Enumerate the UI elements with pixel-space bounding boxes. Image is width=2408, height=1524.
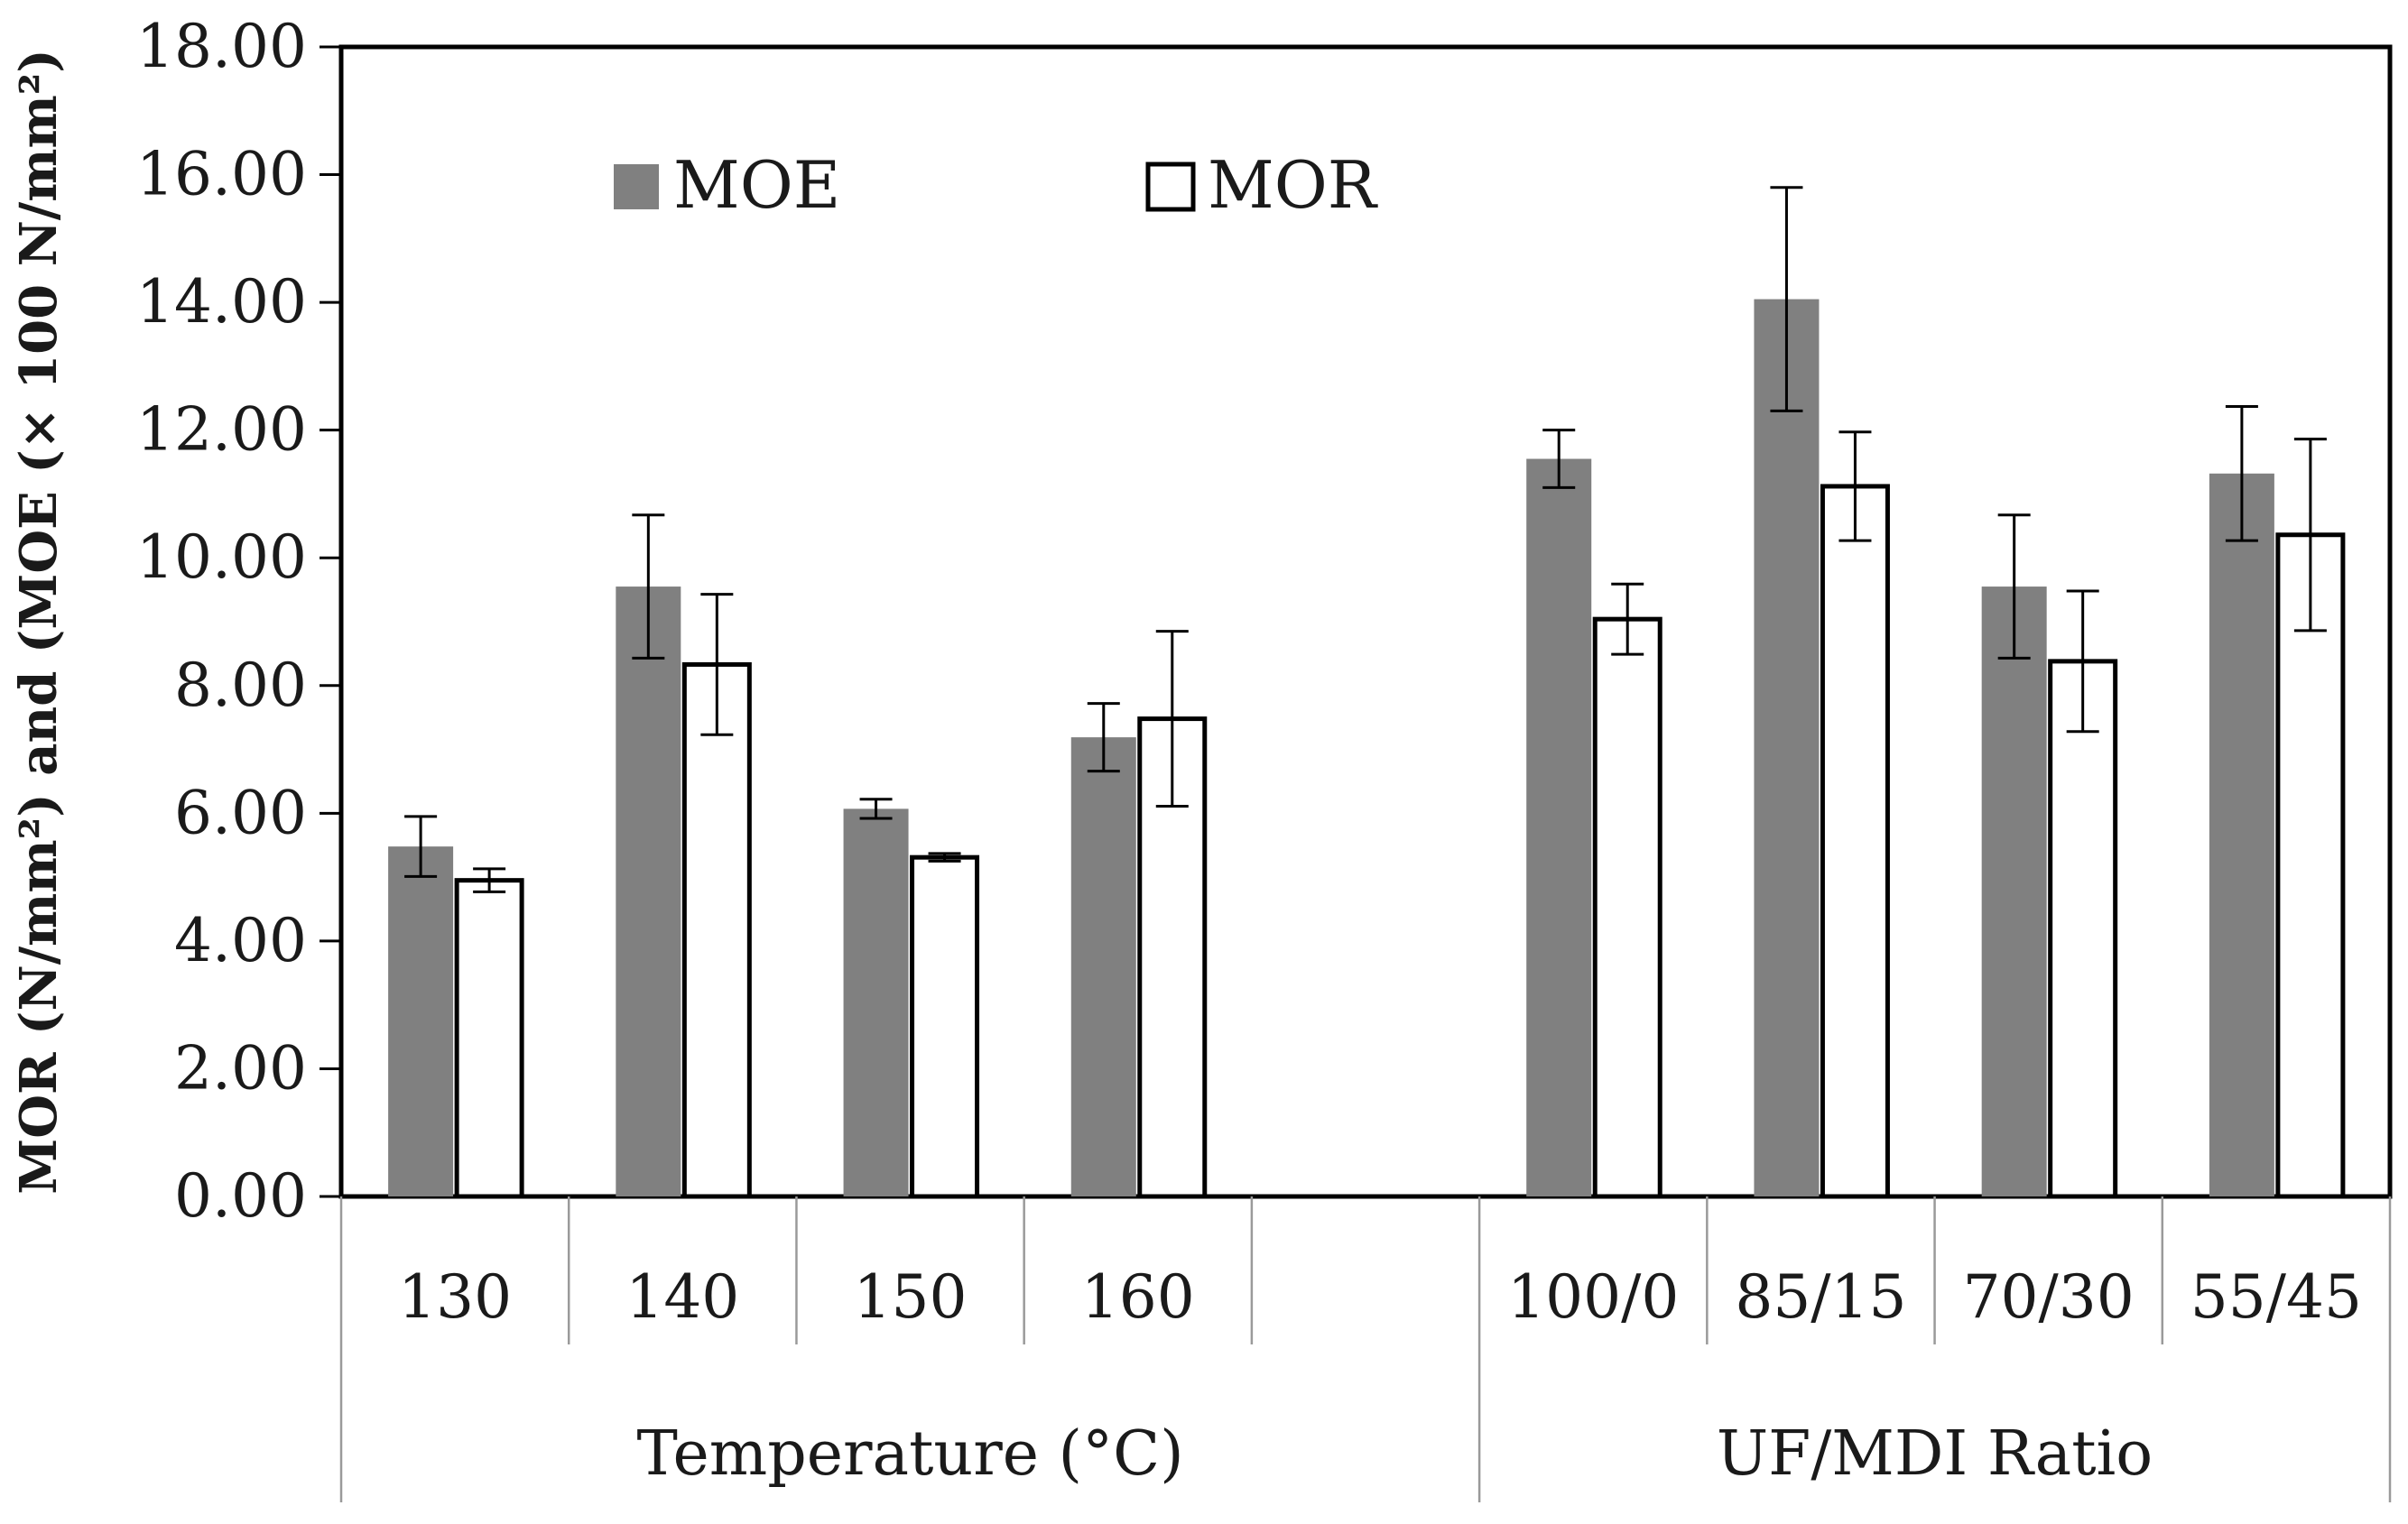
moe-bar bbox=[843, 808, 909, 1196]
group-label: Temperature (°C) bbox=[636, 1418, 1183, 1490]
y-tick-label: 18.00 bbox=[136, 12, 307, 81]
mor-bar bbox=[1592, 616, 1662, 1199]
y-tick-label: 2.00 bbox=[174, 1033, 307, 1103]
y-tick-label: 16.00 bbox=[136, 140, 307, 209]
moe-bar bbox=[1981, 587, 2047, 1196]
mor-bar bbox=[2275, 532, 2346, 1199]
y-tick-label: 8.00 bbox=[174, 651, 307, 720]
moe-bar bbox=[1526, 458, 1592, 1196]
mor-bar bbox=[454, 878, 524, 1199]
legend-label: MOE bbox=[673, 147, 840, 223]
moe-bar bbox=[388, 846, 454, 1196]
mor-bar bbox=[681, 661, 752, 1199]
legend-label: MOR bbox=[1208, 147, 1378, 223]
category-label: 70/30 bbox=[1963, 1262, 2135, 1332]
mor-legend-swatch bbox=[1145, 162, 1196, 212]
category-label: 55/45 bbox=[2190, 1262, 2362, 1332]
moe-bar bbox=[2209, 473, 2274, 1196]
plot-frame bbox=[338, 44, 2393, 1199]
y-tick-label: 6.00 bbox=[174, 778, 307, 847]
group-label: UF/MDI Ratio bbox=[1717, 1418, 2153, 1490]
mor-bar bbox=[1137, 716, 1208, 1199]
y-tick-label: 0.00 bbox=[174, 1161, 307, 1231]
category-label: 160 bbox=[1081, 1262, 1195, 1332]
moe-bar bbox=[1754, 299, 1820, 1196]
category-label: 150 bbox=[854, 1262, 968, 1332]
y-axis-title: MOR (N/mm²) and (MOE (× 100 N/mm²) bbox=[9, 49, 69, 1195]
category-label: 140 bbox=[625, 1262, 739, 1332]
mor-bar bbox=[2048, 659, 2118, 1199]
category-label: 85/15 bbox=[1735, 1262, 1906, 1332]
y-tick-label: 12.00 bbox=[136, 395, 307, 465]
mor-bar bbox=[910, 854, 980, 1199]
category-label: 130 bbox=[398, 1262, 512, 1332]
y-tick-label: 10.00 bbox=[136, 522, 307, 592]
y-tick-label: 14.00 bbox=[136, 267, 307, 337]
mor-bar bbox=[1820, 484, 1890, 1199]
moe-bar bbox=[616, 587, 681, 1196]
category-label: 100/0 bbox=[1507, 1262, 1679, 1332]
y-tick-label: 4.00 bbox=[174, 906, 307, 975]
moe-legend-swatch bbox=[614, 164, 659, 209]
moe-bar bbox=[1070, 737, 1136, 1196]
